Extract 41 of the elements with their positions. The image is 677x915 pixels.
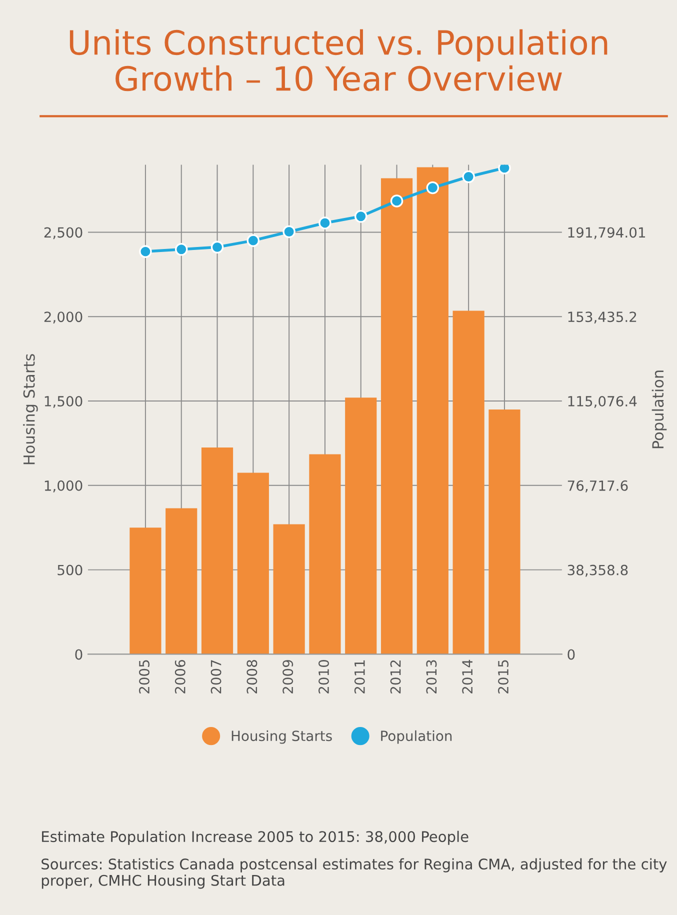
y-tick-label: 1,500 xyxy=(44,396,82,408)
y2-tick-label: 153,435.2 xyxy=(568,312,636,324)
legend-label: Housing Starts xyxy=(232,730,332,744)
bar xyxy=(166,508,198,654)
bar xyxy=(416,167,448,654)
source-note: Sources: Statistics Canada postcensal estimates for Regina CMA, adjusted for the city proper, CMHC Housing Start Data xyxy=(42,858,667,889)
x-tick-label: 2011 xyxy=(354,660,365,694)
bar xyxy=(345,398,377,654)
y2-tick-label: 115,076.4 xyxy=(568,396,637,408)
y-tick-label: 2,500 xyxy=(44,227,82,240)
bar xyxy=(452,310,484,654)
bar xyxy=(380,178,413,654)
y2-tick-label: 76,717.6 xyxy=(568,480,628,492)
x-tick-label: 2015 xyxy=(498,660,508,694)
y-tick-label: 1,000 xyxy=(44,480,82,492)
bar xyxy=(237,472,269,654)
y-tick-label: 500 xyxy=(58,564,82,576)
bar xyxy=(201,447,234,654)
x-tick-label: 2013 xyxy=(426,660,437,694)
bar xyxy=(309,454,341,654)
y2-tick-label: 191,794.01 xyxy=(568,227,646,240)
text: Estimate Population Increase 2005 to 2015: 38,000 People xyxy=(42,830,468,845)
x-tick-label: 2010 xyxy=(318,660,329,694)
x-tick-label: 2006 xyxy=(174,660,186,694)
y-tick-label: 0 xyxy=(75,649,82,660)
bar xyxy=(273,524,305,654)
y-tick-label: 2,000 xyxy=(44,312,82,324)
bar xyxy=(130,528,162,654)
x-tick-label: 2014 xyxy=(462,660,473,694)
x-tick-label: 2008 xyxy=(246,660,258,694)
y2-tick-label: 38,358.8 xyxy=(568,564,628,577)
chart-title: Units Constructed vs. Population Growth – 10 Year Overview xyxy=(70,29,608,92)
x-tick-label: 2012 xyxy=(390,660,401,694)
y-axis-title: Housing Starts xyxy=(23,354,38,464)
bar xyxy=(488,409,520,654)
y2-tick-label: 0 xyxy=(568,649,575,660)
x-tick-label: 2009 xyxy=(282,660,294,694)
x-tick-label: 2005 xyxy=(138,660,150,694)
x-tick-label: 2007 xyxy=(210,660,222,694)
y2-axis-title: Population xyxy=(652,370,667,448)
legend-label: Population xyxy=(381,730,452,744)
